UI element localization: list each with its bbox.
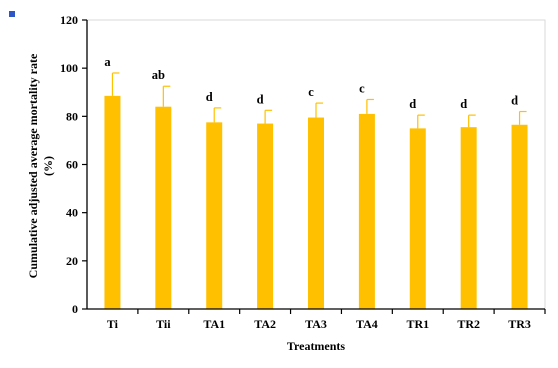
bar-Tii xyxy=(155,106,172,309)
y-axis-title: Cumulative adjusted average mortality ra… xyxy=(26,53,40,278)
bars-layer: a ab d d c c d d d xyxy=(104,55,528,310)
y-tick-label: 60 xyxy=(66,158,78,172)
significance-label-TR2: d xyxy=(460,97,467,111)
bar-TA4 xyxy=(358,113,375,309)
y-tick-label: 120 xyxy=(60,13,78,27)
x-ticks: Ti Tii TA1 TA2 TA3 TA4 TR1 TR2 TR3 xyxy=(107,309,546,331)
y-tick-label: 80 xyxy=(66,109,78,123)
bar-TA2 xyxy=(257,123,274,309)
bar-TR3 xyxy=(511,124,528,309)
significance-label-TA4: c xyxy=(359,81,365,95)
x-tick-label-TR2: TR2 xyxy=(457,317,480,331)
y-ticks: 0 20 40 60 80 100 120 xyxy=(60,13,87,316)
significance-label-TA1: d xyxy=(206,90,213,104)
bar-Ti xyxy=(104,95,121,309)
x-tick-label-TA3: TA3 xyxy=(305,317,327,331)
x-tick-label-Tii: Tii xyxy=(156,317,171,331)
x-tick-label-TR3: TR3 xyxy=(508,317,531,331)
bar-TA1 xyxy=(206,122,223,310)
significance-label-TA3: c xyxy=(308,85,314,99)
y-tick-label: 0 xyxy=(72,302,78,316)
x-tick-label-TA2: TA2 xyxy=(254,317,276,331)
significance-label-TA2: d xyxy=(257,92,264,106)
x-tick-label-TR1: TR1 xyxy=(406,317,429,331)
significance-label-TR3: d xyxy=(511,94,518,108)
y-tick-label: 20 xyxy=(66,254,78,268)
y-axis-title-unit: (%) xyxy=(41,156,55,176)
x-tick-label-TA1: TA1 xyxy=(203,317,225,331)
x-tick-label-TA4: TA4 xyxy=(356,317,378,331)
bar-TR1 xyxy=(409,128,426,309)
y-tick-label: 100 xyxy=(60,61,78,75)
x-axis-title: Treatments xyxy=(287,339,346,353)
x-tick-label-Ti: Ti xyxy=(107,317,119,331)
y-axis-title-group: Cumulative adjusted average mortality ra… xyxy=(26,53,55,278)
y-tick-label: 40 xyxy=(66,206,78,220)
significance-label-TR1: d xyxy=(409,97,416,111)
significance-label-Ti: a xyxy=(104,55,111,69)
bar-TR2 xyxy=(460,127,477,309)
corner-mark xyxy=(9,11,15,17)
significance-label-Tii: ab xyxy=(152,68,165,82)
bar-TA3 xyxy=(308,117,324,309)
